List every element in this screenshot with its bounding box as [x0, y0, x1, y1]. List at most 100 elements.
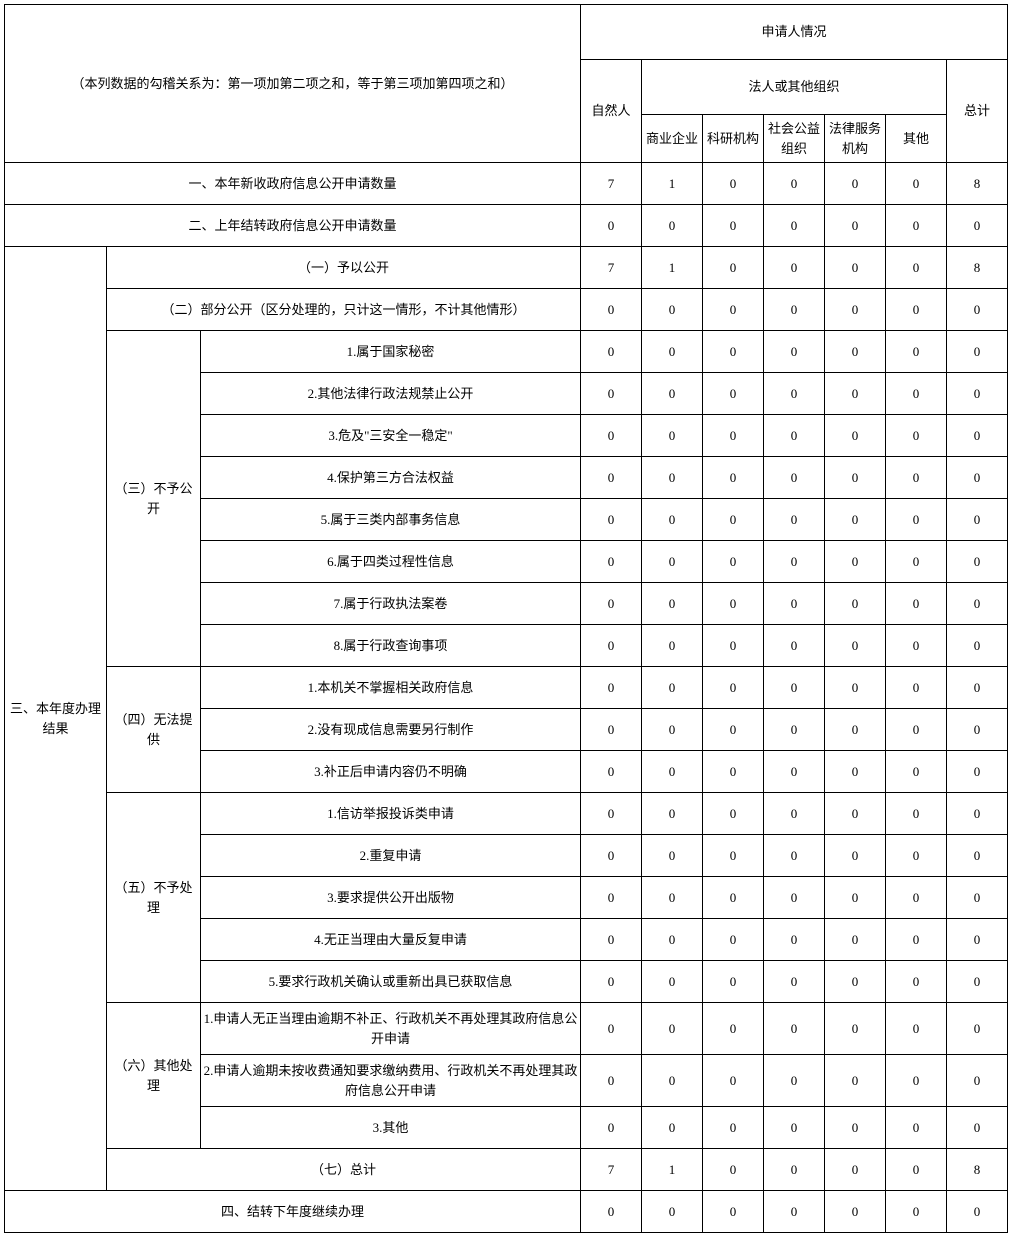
cell: 0: [642, 1191, 703, 1233]
row-label: （二）部分公开（区分处理的，只计这一情形，不计其他情形）: [107, 289, 581, 331]
cell: 0: [947, 457, 1008, 499]
cell: 0: [642, 1055, 703, 1107]
cell: 0: [825, 1149, 886, 1191]
cell: 0: [947, 709, 1008, 751]
cell: 0: [947, 793, 1008, 835]
cell: 0: [764, 1055, 825, 1107]
cell: 0: [703, 709, 764, 751]
cell: 0: [764, 289, 825, 331]
cell: 0: [825, 793, 886, 835]
cell: 0: [764, 1003, 825, 1055]
cell: 0: [581, 625, 642, 667]
row-label: 2.没有现成信息需要另行制作: [201, 709, 581, 751]
cell: 0: [642, 583, 703, 625]
cell: 1: [642, 247, 703, 289]
cell: 8: [947, 1149, 1008, 1191]
cell: 0: [703, 457, 764, 499]
cell: 0: [886, 1055, 947, 1107]
group3-label: （三）不予公开: [107, 331, 201, 667]
cell: 0: [642, 793, 703, 835]
cell: 0: [703, 667, 764, 709]
cell: 0: [581, 541, 642, 583]
cell: 0: [764, 163, 825, 205]
cell: 0: [764, 415, 825, 457]
row-label: 2.其他法律行政法规禁止公开: [201, 373, 581, 415]
cell: 0: [581, 667, 642, 709]
cell: 8: [947, 247, 1008, 289]
row-label: 3.补正后申请内容仍不明确: [201, 751, 581, 793]
cell: 0: [886, 205, 947, 247]
gov-info-disclosure-table: （本列数据的勾稽关系为：第一项加第二项之和，等于第三项加第四项之和） 申请人情况…: [4, 4, 1008, 1233]
cell: 0: [642, 625, 703, 667]
cell: 0: [764, 625, 825, 667]
cell: 0: [947, 1191, 1008, 1233]
cell: 0: [886, 1107, 947, 1149]
group6-label: （六）其他处理: [107, 1003, 201, 1149]
cell: 0: [642, 415, 703, 457]
row-label: 3.危及"三安全一稳定": [201, 415, 581, 457]
cell: 0: [886, 667, 947, 709]
cell: 0: [886, 499, 947, 541]
cell: 0: [886, 373, 947, 415]
cell: 0: [581, 457, 642, 499]
cell: 0: [581, 709, 642, 751]
cell: 0: [581, 877, 642, 919]
cell: 0: [886, 457, 947, 499]
cell: 0: [886, 709, 947, 751]
cell: 0: [825, 1003, 886, 1055]
cell: 0: [642, 541, 703, 583]
cell: 0: [703, 289, 764, 331]
col-other: 其他: [886, 115, 947, 163]
cell: 0: [703, 1191, 764, 1233]
cell: 0: [642, 877, 703, 919]
cell: 0: [825, 499, 886, 541]
row-label: 1.信访举报投诉类申请: [201, 793, 581, 835]
row-label: 4.无正当理由大量反复申请: [201, 919, 581, 961]
cell: 0: [581, 1055, 642, 1107]
row-label: 一、本年新收政府信息公开申请数量: [5, 163, 581, 205]
cell: 0: [886, 1003, 947, 1055]
cell: 0: [886, 793, 947, 835]
cell: 0: [703, 163, 764, 205]
cell: 0: [703, 961, 764, 1003]
cell: 0: [581, 499, 642, 541]
cell: 0: [642, 835, 703, 877]
cell: 0: [642, 919, 703, 961]
cell: 0: [825, 1107, 886, 1149]
cell: 0: [886, 1149, 947, 1191]
row-label: 4.保护第三方合法权益: [201, 457, 581, 499]
cell: 0: [825, 373, 886, 415]
row-label: 四、结转下年度继续办理: [5, 1191, 581, 1233]
col-business: 商业企业: [642, 115, 703, 163]
cell: 0: [886, 751, 947, 793]
cell: 0: [581, 835, 642, 877]
row-label: 二、上年结转政府信息公开申请数量: [5, 205, 581, 247]
cell: 0: [703, 415, 764, 457]
cell: 0: [886, 835, 947, 877]
cell: 0: [764, 793, 825, 835]
cell: 0: [703, 583, 764, 625]
cell: 0: [642, 1003, 703, 1055]
row-label: 2.申请人逾期未按收费通知要求缴纳费用、行政机关不再处理其政府信息公开申请: [201, 1055, 581, 1107]
cell: 0: [764, 667, 825, 709]
cell: 0: [947, 373, 1008, 415]
cell: 0: [703, 625, 764, 667]
row-label: （七）总计: [107, 1149, 581, 1191]
cell: 0: [764, 961, 825, 1003]
cell: 0: [642, 961, 703, 1003]
cell: 0: [947, 415, 1008, 457]
cell: 0: [764, 373, 825, 415]
cell: 0: [764, 877, 825, 919]
cell: 0: [947, 499, 1008, 541]
row-label: 1.申请人无正当理由逾期不补正、行政机关不再处理其政府信息公开申请: [201, 1003, 581, 1055]
cell: 0: [886, 541, 947, 583]
cell: 0: [764, 835, 825, 877]
cell: 0: [825, 961, 886, 1003]
row-label: 1.属于国家秘密: [201, 331, 581, 373]
cell: 0: [825, 1191, 886, 1233]
cell: 0: [886, 331, 947, 373]
cell: 0: [764, 541, 825, 583]
cell: 0: [947, 961, 1008, 1003]
cell: 0: [703, 1055, 764, 1107]
cell: 0: [642, 1107, 703, 1149]
